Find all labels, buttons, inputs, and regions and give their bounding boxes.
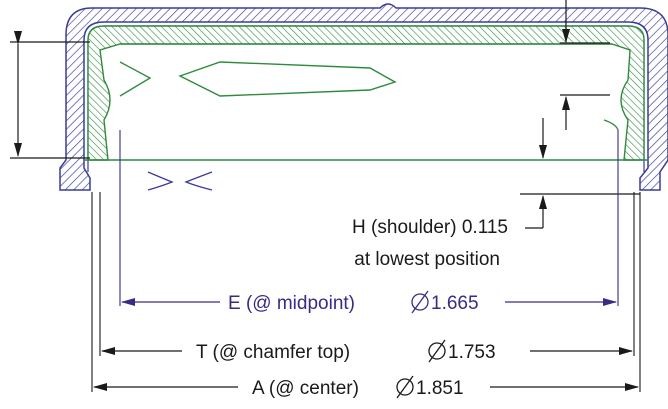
top-leader xyxy=(560,0,610,44)
dimension-e: E (@ midpoint) 1.665 xyxy=(121,290,617,314)
dimension-t-label: T (@ chamfer top) xyxy=(196,342,350,363)
dimension-e-value: 1.665 xyxy=(431,293,479,314)
shoulder-label-line1: H (shoulder) 0.115 xyxy=(352,217,508,238)
dimension-e-label: E (@ midpoint) xyxy=(228,293,355,314)
liner xyxy=(84,25,648,161)
diameter-symbol-icon xyxy=(428,339,446,363)
diameter-symbol-icon xyxy=(411,290,429,314)
dimension-a-value: 1.851 xyxy=(416,378,464,399)
shoulder-dimension xyxy=(520,193,640,229)
dimension-t: T (@ chamfer top) 1.753 xyxy=(101,339,633,363)
thread-marks xyxy=(147,171,213,191)
dimension-t-value: 1.753 xyxy=(448,342,496,363)
dimension-a: A (@ center) 1.851 xyxy=(93,375,639,399)
extension-lines xyxy=(91,130,641,392)
diameter-symbol-icon xyxy=(396,375,414,399)
dimension-a-label: A (@ center) xyxy=(252,378,359,399)
inner-dimension-right xyxy=(539,94,610,159)
shoulder-label-line2: at lowest position xyxy=(354,249,500,270)
height-dimension-left xyxy=(10,31,90,159)
